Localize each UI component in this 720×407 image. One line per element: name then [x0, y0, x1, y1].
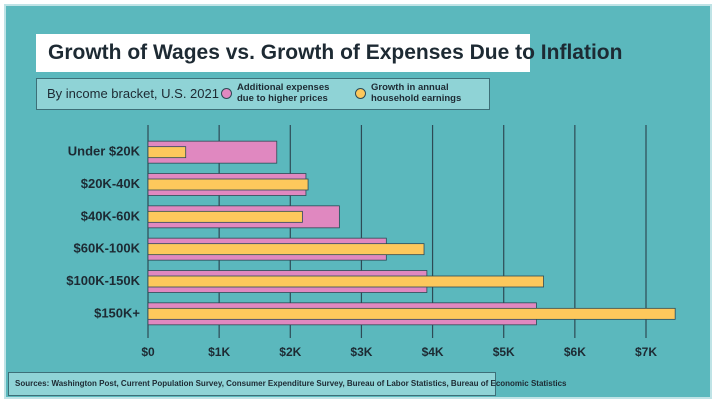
y-tick-label: $20K-40K — [81, 176, 141, 191]
chart-title: Growth of Wages vs. Growth of Expenses D… — [36, 34, 622, 72]
legend-swatch — [355, 88, 366, 99]
y-tick-label: $150K+ — [94, 305, 140, 320]
legend-label: Growth in annual household earnings — [371, 82, 462, 104]
bar — [147, 243, 425, 256]
bar — [147, 275, 544, 288]
bar — [147, 178, 309, 191]
x-tick-label: $7K — [635, 345, 657, 359]
x-tick-label: $6K — [564, 345, 586, 359]
x-tick-label: $2K — [279, 345, 301, 359]
y-tick-label: Under $20K — [68, 144, 141, 159]
legend-swatch — [221, 88, 232, 99]
x-tick-label: $0 — [141, 345, 155, 359]
y-tick-label: $60K-100K — [74, 241, 141, 256]
subtitle: By income bracket, U.S. 2021 — [47, 86, 219, 101]
bar — [147, 307, 676, 320]
bar — [147, 146, 187, 159]
y-tick-label: $100K-150K — [66, 273, 140, 288]
legend-label: Additional expenses due to higher prices — [237, 82, 330, 104]
y-tick-label: $40K-60K — [81, 208, 141, 223]
subtitle-box: By income bracket, U.S. 2021 Additional … — [36, 78, 490, 110]
source: Sources: Washington Post, Current Popula… — [8, 372, 567, 396]
x-tick-label: $1K — [208, 345, 230, 359]
x-tick-label: $3K — [350, 345, 372, 359]
bar — [147, 210, 303, 223]
x-tick-label: $4K — [422, 345, 444, 359]
x-tick-label: $5K — [493, 345, 515, 359]
